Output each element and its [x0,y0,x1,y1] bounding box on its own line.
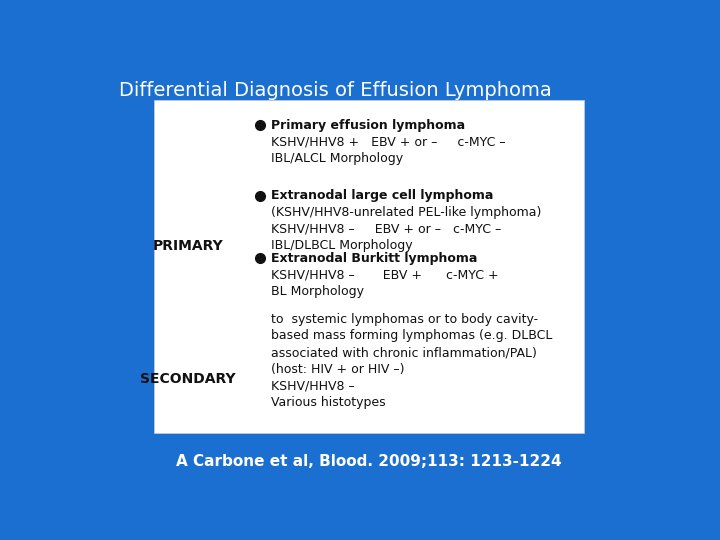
Text: KSHV/HHV8 –       EBV +      c-MYC +: KSHV/HHV8 – EBV + c-MYC + [271,268,499,281]
Text: to  systemic lymphomas or to body cavity-: to systemic lymphomas or to body cavity- [271,313,539,326]
Text: (KSHV/HHV8-unrelated PEL-like lymphoma): (KSHV/HHV8-unrelated PEL-like lymphoma) [271,206,541,219]
Text: Various histotypes: Various histotypes [271,396,386,409]
Text: Primary effusion lymphoma: Primary effusion lymphoma [271,119,465,132]
FancyBboxPatch shape [154,100,584,433]
Text: PRIMARY: PRIMARY [152,239,223,253]
Text: based mass forming lymphomas (e.g. DLBCL: based mass forming lymphomas (e.g. DLBCL [271,329,553,342]
Text: A Carbone et al, Blood. 2009;113: 1213-1224: A Carbone et al, Blood. 2009;113: 1213-1… [176,454,562,469]
Text: IBL/DLBCL Morphology: IBL/DLBCL Morphology [271,239,413,252]
Text: associated with chronic inflammation/PAL): associated with chronic inflammation/PAL… [271,346,537,359]
Text: IBL/ALCL Morphology: IBL/ALCL Morphology [271,152,403,165]
Text: BL Morphology: BL Morphology [271,285,364,298]
Text: (host: HIV + or HIV –): (host: HIV + or HIV –) [271,363,405,376]
Text: KSHV/HHV8 –: KSHV/HHV8 – [271,379,355,392]
Text: KSHV/HHV8 –     EBV + or –   c-MYC –: KSHV/HHV8 – EBV + or – c-MYC – [271,222,502,235]
Text: Extranodal Burkitt lymphoma: Extranodal Burkitt lymphoma [271,252,478,265]
Text: Extranodal large cell lymphoma: Extranodal large cell lymphoma [271,190,494,202]
Text: KSHV/HHV8 +   EBV + or –     c-MYC –: KSHV/HHV8 + EBV + or – c-MYC – [271,135,506,148]
Text: SECONDARY: SECONDARY [140,372,235,386]
Text: Differential Diagnosis of Effusion Lymphoma: Differential Diagnosis of Effusion Lymph… [119,82,552,100]
